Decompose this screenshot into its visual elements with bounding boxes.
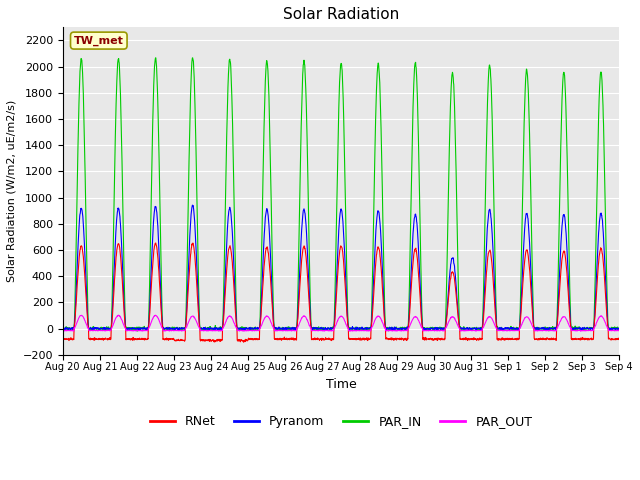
Y-axis label: Solar Radiation (W/m2, uE/m2/s): Solar Radiation (W/m2, uE/m2/s) (7, 100, 17, 282)
Title: Solar Radiation: Solar Radiation (283, 7, 399, 22)
Text: TW_met: TW_met (74, 36, 124, 46)
Legend: RNet, Pyranom, PAR_IN, PAR_OUT: RNet, Pyranom, PAR_IN, PAR_OUT (145, 410, 538, 433)
X-axis label: Time: Time (326, 378, 356, 391)
